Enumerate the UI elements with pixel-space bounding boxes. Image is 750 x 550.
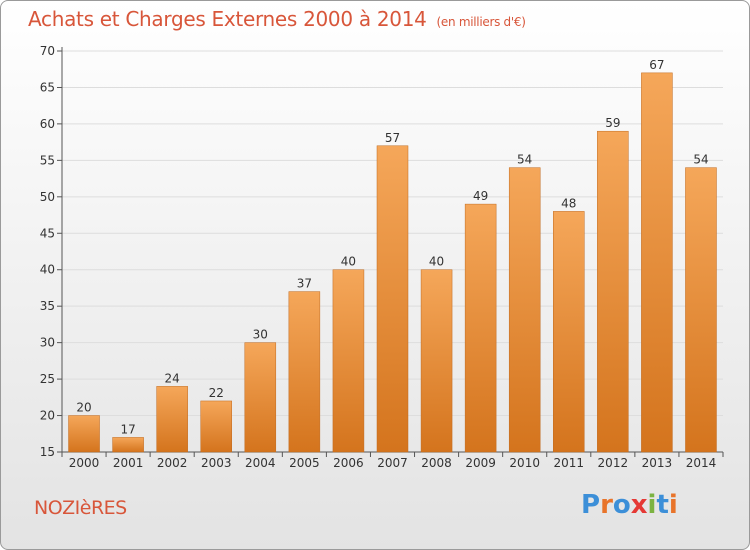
x-tick-label: 2012 [598, 456, 629, 470]
y-tick-label: 70 [40, 44, 55, 58]
data-label: 22 [209, 386, 224, 400]
bar [376, 145, 409, 453]
x-tick-label: 2009 [465, 456, 496, 470]
data-label: 49 [473, 189, 488, 203]
x-tick-label: 2005 [289, 456, 320, 470]
logo-letter: r [600, 490, 613, 520]
logo-letter: P [581, 490, 601, 520]
x-tick-label: 2006 [333, 456, 364, 470]
x-tick-labels: 2000 2001 2002 2003 2004 2005 2006 2007 2008 2009… [69, 456, 716, 470]
data-label: 20 [76, 401, 91, 415]
y-tick-label: 25 [40, 372, 55, 386]
y-tick-label: 60 [40, 117, 55, 131]
logo-letter: t [656, 490, 669, 520]
data-label: 48 [561, 196, 576, 210]
y-tick-label: 55 [40, 153, 55, 167]
data-label: 30 [253, 328, 268, 342]
bar [597, 130, 629, 453]
bar [420, 269, 453, 453]
y-tick-label: 35 [40, 299, 55, 313]
bar [156, 386, 188, 453]
data-label: 59 [605, 116, 620, 130]
y-tick-label: 15 [40, 445, 55, 459]
y-tick-label: 40 [40, 263, 55, 277]
commune-name: NOZIèRES [34, 497, 127, 519]
logo-letter: i [668, 490, 678, 520]
proxiti-logo: Proxiti [581, 490, 678, 520]
y-tick-labels: 15 20 25 30 35 40 45 50 55 60 65 70 [40, 44, 55, 459]
logo-letter: i [647, 490, 657, 520]
data-label: 24 [165, 371, 180, 385]
x-tick-label: 2010 [509, 456, 540, 470]
data-label: 54 [693, 153, 708, 167]
x-tick-label: 2011 [553, 456, 584, 470]
x-tick-label: 2000 [69, 456, 100, 470]
x-tick-label: 2001 [113, 456, 144, 470]
data-label: 54 [517, 153, 532, 167]
bar [553, 211, 585, 453]
bar [641, 72, 673, 453]
logo-letter: o [612, 490, 631, 520]
y-tick-label: 65 [40, 80, 55, 94]
bars [68, 72, 717, 453]
bar [68, 415, 100, 453]
x-tick-label: 2002 [157, 456, 188, 470]
data-label: 57 [385, 131, 400, 145]
y-tick-label: 50 [40, 190, 55, 204]
data-labels: 20 17 24 22 30 37 40 57 40 49 54 48 59 67 54 [76, 58, 708, 437]
data-label: 37 [297, 277, 312, 291]
x-tick-label: 2003 [201, 456, 232, 470]
bar [464, 203, 497, 453]
x-tick-label: 2004 [245, 456, 276, 470]
data-label: 40 [429, 255, 444, 269]
x-tick-label: 2008 [421, 456, 452, 470]
chart-title: Achats et Charges Externes 2000 à 2014 (e… [28, 7, 526, 31]
bar [112, 437, 144, 453]
x-tick-label: 2007 [377, 456, 408, 470]
x-tick-label: 2013 [642, 456, 673, 470]
title-text: Achats et Charges Externes 2000 à 2014 [28, 7, 427, 31]
y-tick-label: 45 [40, 226, 55, 240]
bar [332, 269, 365, 453]
y-tick-label: 20 [40, 409, 55, 423]
y-tick-label: 30 [40, 336, 55, 350]
bar [288, 291, 321, 453]
bar [685, 167, 717, 453]
bar [508, 167, 541, 453]
data-label: 40 [341, 255, 356, 269]
chart-subtitle: (en milliers d'€) [436, 15, 526, 29]
data-label: 67 [649, 58, 664, 72]
logo-letter: x [630, 490, 648, 520]
bar [244, 342, 277, 453]
data-label: 17 [120, 422, 135, 436]
x-tick-label: 2014 [686, 456, 717, 470]
bar [200, 400, 232, 453]
